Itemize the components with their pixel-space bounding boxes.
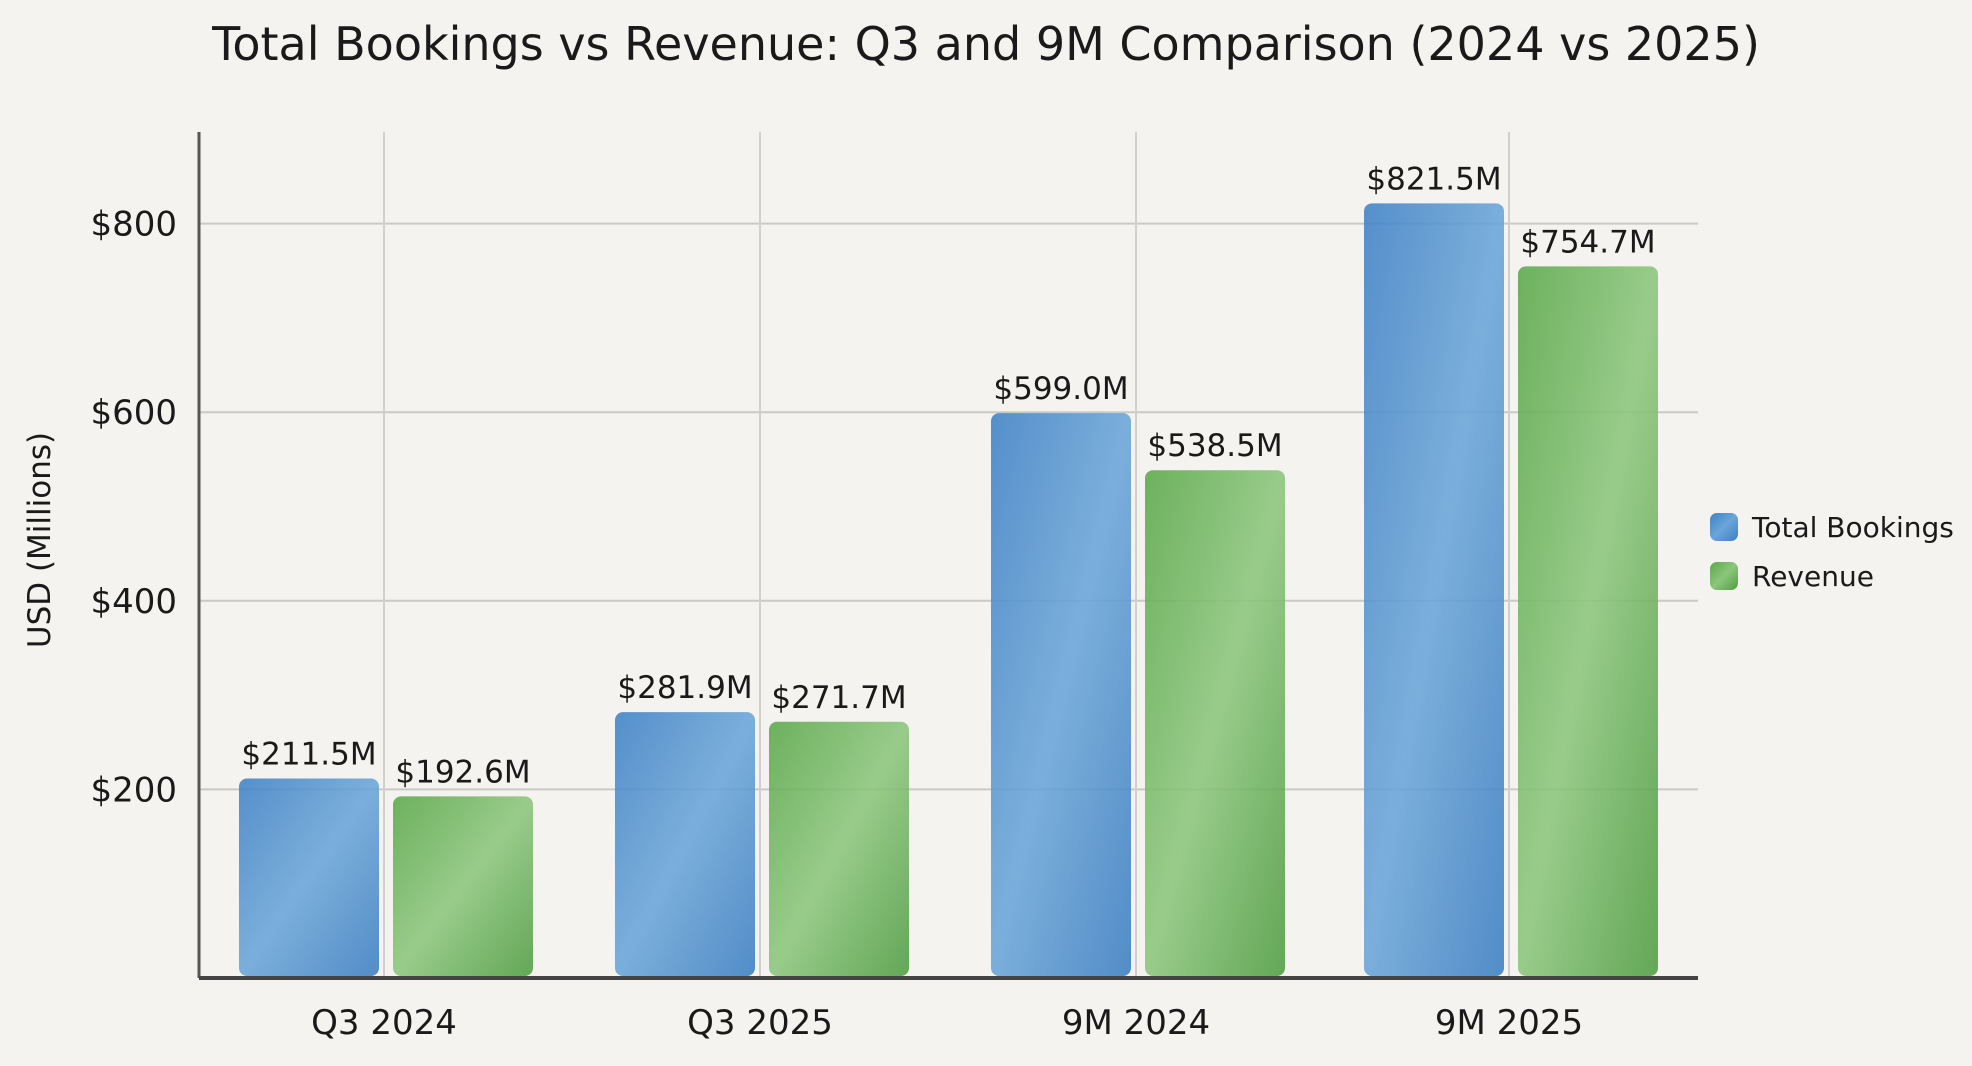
y-tick-label: $400	[90, 582, 177, 622]
bar-total-bookings	[1364, 203, 1504, 976]
data-label: $271.7M	[771, 680, 906, 716]
data-label: $599.0M	[993, 371, 1128, 407]
y-tick-label: $200	[90, 770, 177, 810]
data-label: $538.5M	[1147, 428, 1282, 464]
legend-swatch	[1710, 562, 1738, 590]
x-tick-label: Q3 2025	[687, 1003, 833, 1043]
data-label: $754.7M	[1520, 224, 1655, 260]
y-tick-label: $600	[90, 393, 177, 433]
x-tick-label: Q3 2024	[311, 1003, 457, 1043]
y-axis-label: USD (Millions)	[22, 432, 58, 648]
x-tick-label: 9M 2025	[1435, 1003, 1583, 1043]
data-label: $821.5M	[1366, 161, 1501, 197]
bar-revenue	[393, 796, 533, 976]
legend-swatch	[1710, 513, 1738, 541]
legend-label: Revenue	[1752, 560, 1874, 593]
data-label: $192.6M	[395, 754, 530, 790]
bar-revenue	[1518, 266, 1658, 977]
bar-revenue	[769, 721, 909, 976]
chart-title: Total Bookings vs Revenue: Q3 and 9M Com…	[211, 17, 1760, 71]
bar-total-bookings	[991, 413, 1131, 976]
bar-revenue	[1145, 470, 1285, 976]
y-tick-label: $800	[90, 205, 177, 245]
bar-total-bookings	[239, 778, 379, 976]
legend-label: Total Bookings	[1751, 511, 1954, 544]
data-label: $281.9M	[617, 670, 752, 706]
data-label: $211.5M	[241, 737, 376, 773]
x-tick-label: 9M 2024	[1062, 1003, 1210, 1043]
bar-total-bookings	[615, 712, 755, 976]
